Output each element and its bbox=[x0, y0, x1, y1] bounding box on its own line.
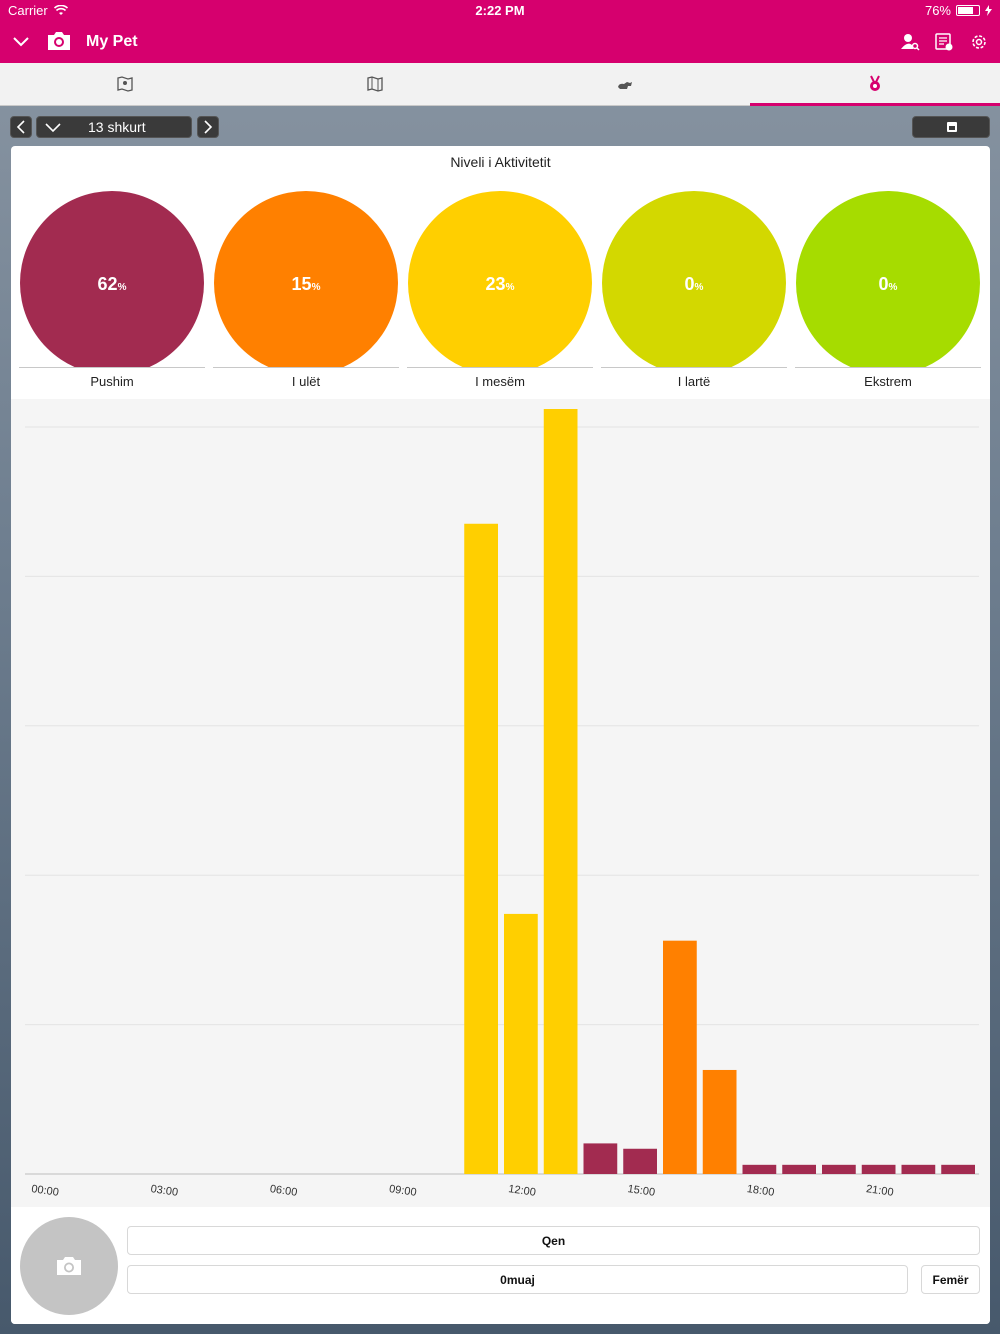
level-label: Ekstrem bbox=[864, 374, 912, 389]
chart-bar bbox=[941, 1164, 975, 1174]
level-i-ulet: 15% I ulët bbox=[213, 190, 399, 400]
chart-bar bbox=[583, 1143, 618, 1174]
battery-percent: 76% bbox=[924, 3, 951, 18]
date-navigation: 13 shkurt bbox=[0, 116, 1000, 138]
x-tick-label: 21:00 bbox=[865, 1183, 894, 1199]
app-title: My Pet bbox=[86, 33, 138, 50]
chart-bar bbox=[702, 1069, 737, 1174]
level-value: 15 bbox=[291, 274, 312, 294]
date-label: 13 shkurt bbox=[88, 119, 146, 135]
pet-gender-field[interactable]: Femër bbox=[921, 1265, 980, 1294]
level-label: Pushim bbox=[90, 374, 134, 389]
chart-bar bbox=[504, 913, 538, 1174]
activity-card: Niveli i Aktivitetit 62% Pushim 15% I ul… bbox=[11, 146, 990, 1324]
date-selector[interactable] bbox=[36, 116, 192, 138]
level-pushim: 62% Pushim bbox=[19, 190, 205, 400]
level-value: 0 bbox=[878, 274, 889, 294]
level-circle bbox=[796, 191, 980, 367]
level-label: I mesëm bbox=[475, 374, 525, 389]
chevron-down-icon bbox=[45, 123, 61, 133]
clock: 2:22 PM bbox=[475, 3, 525, 18]
next-day-button[interactable] bbox=[197, 116, 219, 138]
chart-bar bbox=[822, 1164, 856, 1174]
battery-icon bbox=[956, 5, 980, 16]
chart-bar bbox=[782, 1164, 816, 1174]
medal-icon bbox=[870, 75, 880, 91]
dog-icon bbox=[618, 82, 632, 89]
x-tick-label: 18:00 bbox=[746, 1183, 775, 1199]
level-i-larte: 0% I lartë bbox=[601, 190, 787, 400]
tab-area[interactable] bbox=[250, 63, 500, 105]
level-label: I ulët bbox=[291, 374, 321, 389]
calendar-icon bbox=[947, 122, 957, 132]
chart-bar bbox=[742, 1164, 777, 1174]
user-search-icon[interactable] bbox=[900, 32, 920, 52]
tab-pet[interactable] bbox=[500, 63, 750, 105]
level-unit: % bbox=[694, 282, 704, 293]
level-ekstrem: 0% Ekstrem bbox=[795, 190, 981, 400]
level-i-mesem: 23% I mesëm bbox=[407, 190, 593, 400]
chart-bar bbox=[464, 523, 498, 1174]
chart-bar bbox=[543, 409, 578, 1174]
x-tick-label: 15:00 bbox=[627, 1183, 656, 1199]
chart-bar bbox=[861, 1164, 896, 1174]
level-unit: % bbox=[311, 282, 321, 293]
chart-bar bbox=[623, 1148, 657, 1174]
pet-type-field[interactable]: Qen bbox=[127, 1226, 980, 1255]
gear-icon[interactable] bbox=[969, 32, 989, 52]
pet-info: Qen 0muaj Femër bbox=[11, 1207, 990, 1324]
level-unit: % bbox=[505, 282, 515, 293]
status-bar: Carrier 2:22 PM 76% bbox=[0, 0, 1000, 22]
tab-map[interactable] bbox=[0, 63, 250, 105]
level-circle bbox=[602, 191, 786, 367]
level-label: I lartë bbox=[677, 374, 711, 389]
level-unit: % bbox=[888, 282, 898, 293]
camera-icon bbox=[57, 1257, 81, 1275]
level-value: 0 bbox=[684, 274, 695, 294]
activity-chart: 00:00 03:00 06:00 09:00 12:00 15:00 18:00 21:00 bbox=[11, 399, 990, 1207]
charging-icon bbox=[985, 5, 992, 16]
pet-age-field[interactable]: 0muaj bbox=[127, 1265, 908, 1294]
pet-avatar[interactable] bbox=[20, 1217, 118, 1315]
map-icon bbox=[367, 76, 383, 92]
camera-icon bbox=[48, 32, 70, 50]
x-tick-label: 09:00 bbox=[388, 1183, 417, 1199]
previous-day-button[interactable] bbox=[10, 116, 32, 138]
wifi-icon bbox=[53, 5, 68, 15]
activity-levels: 62% Pushim 15% I ulët 23% I mesëm 0% I l… bbox=[11, 190, 990, 400]
chart-bar bbox=[901, 1164, 936, 1174]
level-value: 62 bbox=[97, 274, 118, 294]
level-circle bbox=[214, 191, 398, 367]
x-tick-label: 06:00 bbox=[269, 1183, 298, 1199]
calendar-button[interactable] bbox=[912, 116, 990, 138]
app-bar: My Pet bbox=[0, 22, 1000, 63]
x-tick-label: 00:00 bbox=[31, 1183, 60, 1199]
chevron-left-icon bbox=[16, 120, 25, 134]
report-icon[interactable] bbox=[934, 32, 954, 52]
chart-bar bbox=[663, 940, 697, 1174]
level-unit: % bbox=[117, 282, 127, 293]
x-tick-label: 03:00 bbox=[150, 1183, 179, 1199]
x-tick-label: 12:00 bbox=[508, 1183, 537, 1199]
tab-bar bbox=[0, 63, 1000, 106]
map-pin-icon bbox=[117, 76, 133, 92]
level-value: 23 bbox=[485, 274, 506, 294]
card-title: Niveli i Aktivitetit bbox=[450, 154, 551, 170]
carrier-label: Carrier bbox=[8, 3, 48, 18]
tab-activity[interactable] bbox=[750, 63, 1000, 106]
chevron-right-icon bbox=[204, 120, 213, 134]
level-circle bbox=[20, 191, 204, 367]
level-circle bbox=[408, 191, 592, 367]
chevron-down-icon[interactable] bbox=[12, 32, 30, 50]
activity-bar-chart: 00:00 03:00 06:00 09:00 12:00 15:00 18:00 21:00 bbox=[25, 409, 979, 1199]
